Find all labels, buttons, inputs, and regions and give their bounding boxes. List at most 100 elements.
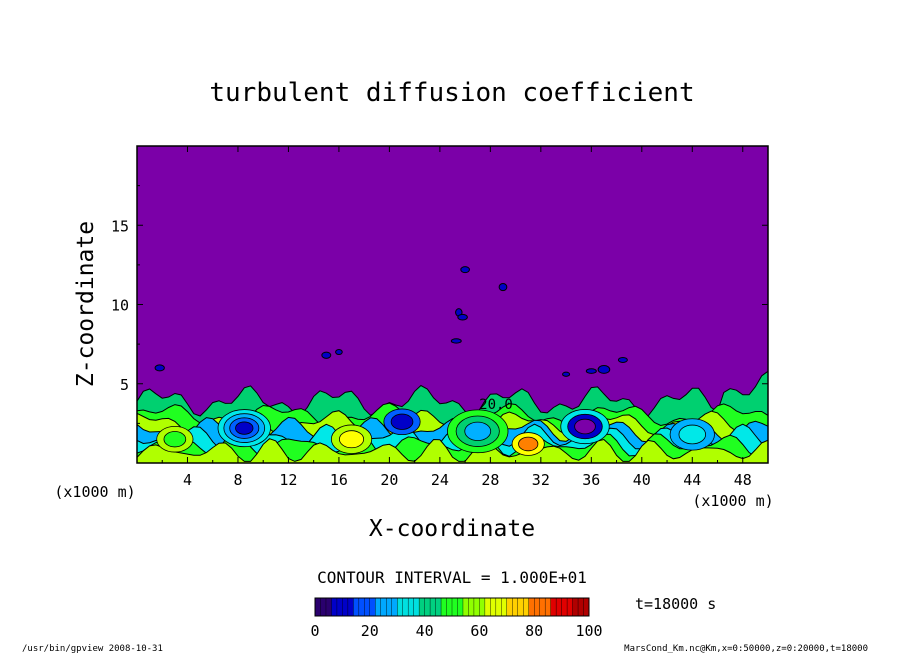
- colorbar-bin: [386, 597, 393, 617]
- colorbar-bin: [314, 597, 321, 617]
- colorbar-bin: [358, 597, 365, 617]
- colorbar-bin: [342, 597, 349, 617]
- colorbar-bin: [418, 597, 426, 617]
- x-unit-left: (x1000 m): [54, 483, 135, 501]
- colorbar-bin: [517, 597, 524, 617]
- colorbar-bin: [457, 597, 464, 617]
- cell-5: [498, 283, 508, 292]
- x-axis-title: X-coordinate: [369, 516, 535, 542]
- cell-9: [154, 364, 165, 372]
- colorbar-bin: [331, 597, 338, 617]
- cell-4: [457, 313, 468, 321]
- x-tick-label: 16: [330, 471, 348, 489]
- turbulent-layer: [137, 266, 768, 463]
- colorbar-bin: [468, 597, 475, 617]
- x-unit-right: (x1000 m): [692, 492, 773, 510]
- colorbar-bin: [572, 597, 579, 617]
- y-tick-label: 10: [111, 297, 129, 315]
- colorbar-bin: [506, 597, 513, 617]
- y-tick-label: 15: [111, 217, 129, 235]
- x-tick-label: 40: [633, 471, 651, 489]
- colorbar-bin: [473, 597, 480, 617]
- colorbar-bin: [534, 597, 541, 617]
- colorbar-ticks: 0 20 40 60 80 100: [310, 622, 602, 640]
- colorbar-bin: [501, 597, 508, 617]
- eddy-3: [390, 413, 414, 430]
- colorbar-bin: [484, 597, 491, 617]
- cell-8: [585, 368, 597, 374]
- colorbar-bin: [479, 597, 486, 617]
- colorbar-bin: [325, 597, 332, 617]
- cell-2: [460, 266, 470, 274]
- colorbar-bin: [407, 597, 415, 617]
- x-tick-label: 36: [582, 471, 600, 489]
- colorbar-bin: [402, 597, 409, 617]
- time-label: t=18000 s: [635, 595, 716, 613]
- colorbar-bin: [490, 597, 497, 617]
- x-tick-label: 44: [683, 471, 701, 489]
- y-axis: 5 10 15: [111, 185, 768, 424]
- x-tick-label: 48: [734, 471, 752, 489]
- cell-11: [597, 365, 611, 374]
- colorbar-bin: [566, 597, 574, 617]
- x-tick-label: 20: [380, 471, 398, 489]
- colorbar-bin: [583, 597, 590, 617]
- x-tick-label: 24: [431, 471, 449, 489]
- colorbar-bin: [528, 597, 535, 617]
- chart-title: turbulent diffusion coefficient: [209, 78, 694, 108]
- footer-right: MarsCond_Km.nc@Km,x=0:50000,z=0:20000,t=…: [624, 644, 868, 654]
- colorbar-bin: [440, 597, 448, 617]
- colorbar-bin: [462, 597, 469, 617]
- colorbar-tick-label: 0: [310, 622, 319, 640]
- colorbar-bin: [523, 597, 530, 617]
- colorbar-bin: [451, 597, 458, 617]
- colorbar-bin: [347, 597, 354, 617]
- colorbar-bin: [539, 597, 546, 617]
- colorbar-bin: [429, 597, 437, 617]
- colorbar-bin: [561, 597, 568, 617]
- footer-left: /usr/bin/gpview 2008-10-31: [22, 644, 163, 654]
- colorbar-bin: [512, 597, 519, 617]
- colorbar: [314, 597, 590, 617]
- layer-band-5: [137, 438, 768, 463]
- colorbar-bin: [364, 597, 371, 617]
- colorbar-tick-label: 20: [361, 622, 379, 640]
- eddy-4: [339, 430, 365, 449]
- colorbar-bin: [391, 597, 398, 617]
- colorbar-bin: [320, 597, 327, 617]
- colorbar-tick-label: 40: [416, 622, 434, 640]
- y-axis-title: Z-coordinate: [73, 221, 99, 387]
- eddy-2: [574, 418, 596, 435]
- colorbar-frame: [314, 597, 590, 617]
- x-tick-label: 12: [279, 471, 297, 489]
- colorbar-bin: [555, 597, 563, 617]
- x-tick-label: 4: [183, 471, 192, 489]
- colorbar-bin: [550, 597, 557, 617]
- x-tick-label: 28: [481, 471, 499, 489]
- cell-1: [335, 349, 343, 356]
- colorbar-bin: [353, 597, 360, 617]
- colorbar-bin: [577, 597, 585, 617]
- colorbar-tick-label: 60: [470, 622, 488, 640]
- colorbar-bin: [435, 597, 442, 617]
- colorbar-bin: [446, 597, 453, 617]
- cell-7: [617, 357, 628, 363]
- colorbar-bin: [336, 597, 343, 617]
- colorbar-bin: [544, 597, 552, 617]
- cell-10: [562, 371, 571, 377]
- x-axis: 4 8 12 16 20 24 28 32 36 40 44 48: [161, 146, 752, 489]
- colorbar-bin: [495, 597, 502, 617]
- contour-label: 20.0: [479, 397, 513, 413]
- cell-0: [321, 351, 332, 359]
- colorbar-bin: [375, 597, 382, 617]
- eddy-5: [678, 424, 707, 445]
- colorbar-bin: [380, 597, 387, 617]
- eddy-0: [235, 421, 254, 435]
- eddy-6: [163, 431, 187, 448]
- colorbar-bin: [424, 597, 431, 617]
- x-tick-label: 32: [532, 471, 550, 489]
- colorbar-tick-label: 80: [525, 622, 543, 640]
- eddy-7: [518, 436, 539, 452]
- eddy-1: [464, 421, 492, 441]
